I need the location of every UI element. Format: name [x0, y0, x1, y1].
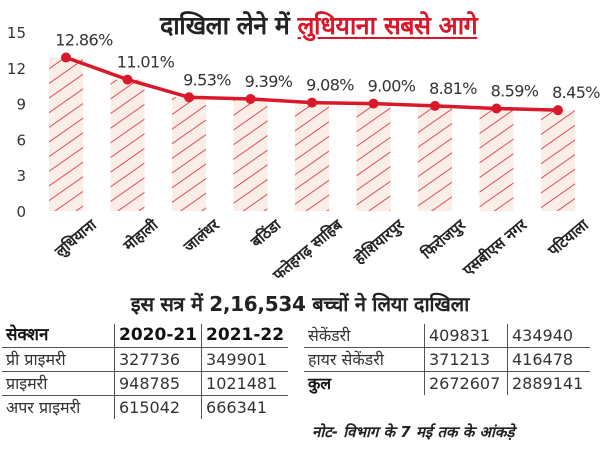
y-tick-label: 15 [7, 24, 26, 42]
data-label: 9.00% [368, 77, 416, 96]
row-value: 434940 [507, 324, 590, 348]
line-point [553, 105, 563, 116]
x-tick-label: लुधियाना [51, 215, 102, 262]
x-tick-label: होशियारपुर [350, 215, 409, 269]
data-label: 12.86% [55, 31, 113, 50]
x-axis-labels: लुधियाना मोहाली जालंधर बठिंडाफतेहगढ़ साहिब ह… [51, 215, 593, 285]
row-value: 2889141 [507, 371, 590, 395]
table-row: अपर प्राइमरी 615042 666341 [2, 395, 289, 419]
row-value: 948785 [113, 371, 202, 396]
headline-part1: दाखिला लेने में [160, 11, 290, 40]
bar [356, 103, 391, 211]
x-tick-label: जालंधर [179, 215, 223, 256]
table-row: प्री प्राइमरी 327736 349901 [2, 347, 289, 372]
subheadline: इस सत्र में 2,16,534 बच्चों ने लिया दाखि… [130, 292, 470, 316]
line-point [61, 52, 71, 63]
row-label: प्राइमरी [2, 371, 115, 396]
data-label: 11.01% [117, 53, 175, 72]
data-label: 8.81% [429, 79, 477, 98]
row-value: 371213 [424, 347, 508, 372]
line-point [245, 93, 256, 104]
y-tick-label: 9 [16, 96, 26, 114]
headline: दाखिला लेने में लुधियाना सबसे आगे [160, 8, 590, 42]
bar [295, 102, 329, 211]
x-tick-label: मोहाली [119, 215, 162, 255]
data-label: 9.08% [306, 76, 354, 95]
x-tick-label: बठिंडा [247, 215, 286, 251]
bars-group [49, 57, 575, 211]
row-label: अपर प्राइमरी [6, 398, 81, 417]
line-overlay [61, 52, 563, 116]
data-label: 8.45% [552, 83, 600, 102]
table-row: कुल 2672607 2889141 [304, 371, 590, 395]
y-tick-label: 6 [16, 131, 26, 149]
data-label: 9.53% [183, 70, 231, 89]
line-point [368, 98, 379, 109]
y-tick-label: 3 [16, 167, 26, 185]
x-tick-label: फिरोजपुर [417, 215, 470, 264]
table-row: सेकेंडरी 409831 434940 [304, 324, 590, 348]
x-tick-label: पटियाला [544, 215, 593, 260]
line-point [430, 100, 440, 111]
bar [172, 97, 206, 211]
row-label-total: कुल [308, 374, 332, 393]
y-tick-label: 12 [7, 60, 26, 78]
table-header-row: सेक्शन 2020-21 2021-22 [2, 324, 289, 348]
row-label: सेकेंडरी [304, 324, 425, 348]
table-row: हायर सेकेंडरी 371213 416478 [304, 347, 590, 372]
row-value: 666341 [201, 395, 289, 419]
bar [479, 108, 514, 211]
row-value: 327736 [113, 347, 202, 372]
x-tick-label: एसबीएस नगर [459, 215, 531, 280]
bar [110, 79, 145, 211]
row-value: 615042 [113, 395, 202, 419]
header-year-2: 2021-22 [201, 324, 289, 348]
bar [49, 57, 83, 211]
data-label: 9.39% [245, 72, 293, 91]
row-label: प्री प्राइमरी [2, 347, 115, 372]
row-value: 409831 [424, 324, 508, 348]
value-labels-group: 12.86%11.01% 9.53% 9.39% 9.08% 9.00% 8.81% 8.5… [55, 31, 600, 103]
data-label: 8.59% [491, 81, 539, 100]
row-value: 1021481 [201, 371, 289, 396]
header-section: सेक्शन [2, 324, 115, 348]
row-value: 349901 [201, 347, 289, 372]
bar [418, 105, 452, 211]
row-label: हायर सेकेंडरी [304, 347, 425, 372]
line-point [307, 97, 317, 108]
line-point [184, 92, 194, 103]
bar [541, 110, 575, 211]
y-tick-label: 0 [16, 203, 26, 221]
line-point [491, 103, 502, 114]
row-value: 416478 [507, 347, 590, 372]
row-value: 2672607 [424, 371, 508, 395]
header-year-1: 2020-21 [113, 324, 202, 348]
y-axis: 0 3 6 9 12 15 [7, 24, 26, 221]
bar [233, 98, 268, 211]
table-left: सेक्शन 2020-21 2021-22 प्री प्राइमरी 327… [2, 324, 289, 419]
headline-part2: लुधियाना सबसे आगे [297, 11, 478, 40]
table-right: सेकेंडरी 409831 434940 हायर सेकेंडरी 371… [304, 324, 590, 395]
table-row: प्राइमरी 948785 1021481 [2, 371, 289, 396]
footnote: नोट- विभाग के 7 मई तक के आंकड़े [312, 423, 515, 441]
line-point [122, 74, 133, 85]
bar-chart: 0 3 6 9 12 15 12.86%11.01% 9.53% 9.39% 9.08% 9.00… [7, 24, 600, 285]
